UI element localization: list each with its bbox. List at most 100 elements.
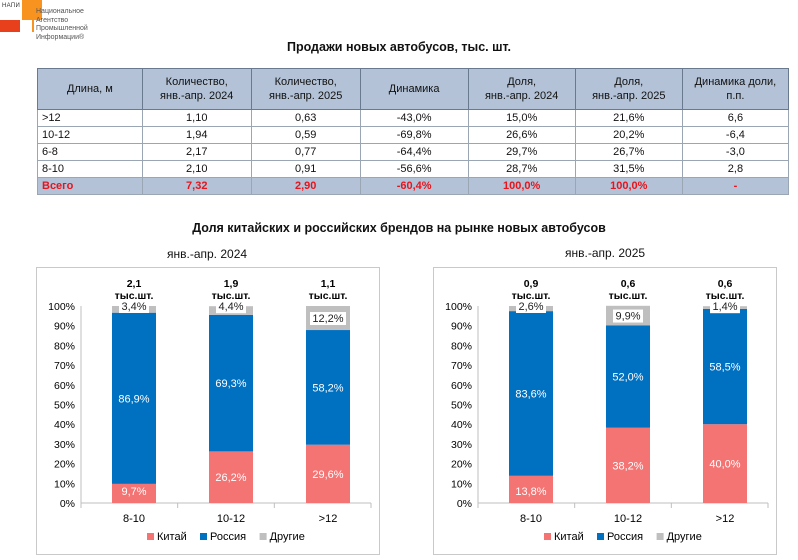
chart-2025-period: янв.-апр. 2025 [565, 246, 646, 260]
data-label: 9,7% [121, 486, 146, 498]
table-header-line: Доля, [507, 76, 537, 88]
data-label-bg [516, 300, 546, 313]
table-cell: 6,6 [681, 109, 790, 127]
legend-swatch [259, 533, 267, 540]
total-unit: тыс.шт. [609, 290, 648, 302]
table-row: 8-10 2,10 0,91 -56,6% 28,7% 31,5% 2,8 [37, 160, 790, 178]
total-value: 0,6 [718, 278, 733, 290]
legend-swatch [656, 533, 664, 540]
logo-name: Национальное Агентство Промышленной Инфо… [36, 8, 88, 42]
total-value: 0,9 [524, 278, 539, 290]
chart-2024-panel: 0% 10% 20% 30% 40% 50% 60% 70% 80% 90% 100% 9,7% 86,… [36, 267, 380, 555]
y-tick-label: 40% [451, 419, 472, 431]
y-tick-label: 40% [54, 419, 75, 431]
table-cell: 1,10 [141, 109, 252, 127]
table-cell: 7,32 [141, 177, 252, 195]
table-cell: -69,8% [359, 126, 469, 144]
legend-label: Другие [270, 531, 305, 543]
data-label: 40,0% [709, 459, 740, 471]
bar-segment-china [209, 451, 253, 503]
table-header-line: Длина, м [66, 83, 113, 95]
table-header-cell: Длина, м [37, 68, 143, 110]
y-tick-label: 10% [451, 478, 472, 490]
table-cell: 2,10 [141, 160, 252, 178]
bar-segment-russia [509, 311, 553, 476]
table-header-line: Количество, [165, 76, 228, 88]
table-cell: -6,4 [681, 126, 790, 144]
data-label: 4,4% [218, 301, 243, 313]
x-tick-label: 10-12 [614, 513, 642, 525]
x-tick-label: 10-12 [217, 513, 245, 525]
total-unit: тыс.шт. [309, 290, 348, 302]
total-unit: тыс.шт. [706, 290, 745, 302]
table-header-line: Доля, [614, 76, 644, 88]
y-tick-label: 50% [451, 400, 472, 412]
data-label: 86,9% [118, 393, 149, 405]
x-tick-label: >12 [716, 513, 735, 525]
chart-2024-period: янв.-апр. 2024 [167, 247, 248, 261]
data-label: 3,4% [121, 301, 146, 313]
table-total-row: Всего 7,32 2,90 -60,4% 100,0% 100,0% - [37, 177, 790, 195]
table-header-line: янв.-апр. 2025 [592, 90, 666, 102]
table-header-line: янв.-апр. 2024 [484, 90, 559, 102]
logo-red-square [0, 20, 20, 32]
data-label-bg [216, 300, 246, 314]
y-tick-label: 10% [54, 478, 75, 490]
data-label: 29,6% [312, 469, 343, 481]
y-tick-label: 60% [451, 380, 472, 392]
table-cell: 20,2% [574, 126, 683, 144]
table-cell: 2,90 [250, 177, 361, 195]
total-unit: тыс.шт. [512, 290, 551, 302]
chart-2025-panel: 0% 10% 20% 30% 40% 50% 60% 70% 80% 90% 100% 13,8% 83… [433, 267, 777, 555]
table-header-line: янв.-апр. 2025 [269, 90, 343, 102]
table-cell: 6-8 [37, 143, 143, 161]
charts-title: Доля китайских и российских брендов на р… [192, 221, 606, 235]
table-header-cell: Доля, янв.-апр. 2024 [467, 68, 576, 110]
data-label-bg [613, 309, 643, 323]
y-tick-label: 0% [457, 498, 472, 510]
x-tick-label: >12 [319, 513, 338, 525]
table-row: 10-12 1,94 0,59 -69,8% 26,6% 20,2% -6,4 [37, 126, 790, 144]
total-value: 2,1 [127, 278, 142, 290]
data-label: 58,2% [312, 382, 343, 394]
table-row: 6-8 2,17 0,77 -64,4% 29,7% 26,7% -3,0 [37, 143, 790, 161]
y-tick-label: 20% [54, 459, 75, 471]
table-cell: 0,91 [250, 160, 361, 178]
y-tick-label: 60% [54, 380, 75, 392]
data-label: 52,0% [612, 372, 643, 384]
sales-table: Длина, м Количество, янв.-апр. 2024 Количес… [37, 68, 790, 195]
bar-segment-russia [306, 330, 350, 445]
table-header-line: Количество, [274, 76, 337, 88]
bar-segment-russia [209, 314, 253, 452]
table-cell: 2,8 [681, 160, 790, 178]
logo-line-1: Национальное [36, 8, 84, 15]
x-tick-label: 8-10 [123, 513, 145, 525]
data-label-bg [119, 300, 149, 313]
y-tick-label: 30% [451, 439, 472, 451]
legend-swatch [200, 533, 207, 540]
table-cell: 21,6% [574, 109, 683, 127]
y-tick-label: 80% [54, 340, 75, 352]
table-cell: 29,7% [467, 143, 576, 161]
table-cell: -60,4% [359, 177, 469, 195]
table-cell: 10-12 [37, 126, 143, 144]
table-title: Продажи новых автобусов, тыс. шт. [286, 40, 512, 54]
y-tick-label: 100% [48, 301, 75, 313]
total-unit: тыс.шт. [115, 290, 154, 302]
table-row: >12 1,10 0,63 -43,0% 15,0% 21,6% 6,6 [37, 109, 790, 127]
y-tick-label: 90% [54, 321, 75, 333]
bar-segment-russia [606, 325, 650, 428]
data-label: 2,6% [518, 301, 543, 313]
data-label: 58,5% [709, 362, 740, 374]
table-header-line: п.п. [726, 90, 745, 102]
y-tick-label: 50% [54, 400, 75, 412]
bar-segment-china [606, 427, 650, 503]
table-cell: 0,63 [250, 109, 361, 127]
data-label-bg [710, 300, 740, 314]
table-cell: 15,0% [467, 109, 576, 127]
bar-segment-china [306, 444, 350, 503]
table-cell: Всего [37, 177, 143, 195]
y-tick-label: 0% [60, 498, 75, 510]
table-cell: - [681, 177, 790, 195]
data-label: 12,2% [312, 313, 343, 325]
